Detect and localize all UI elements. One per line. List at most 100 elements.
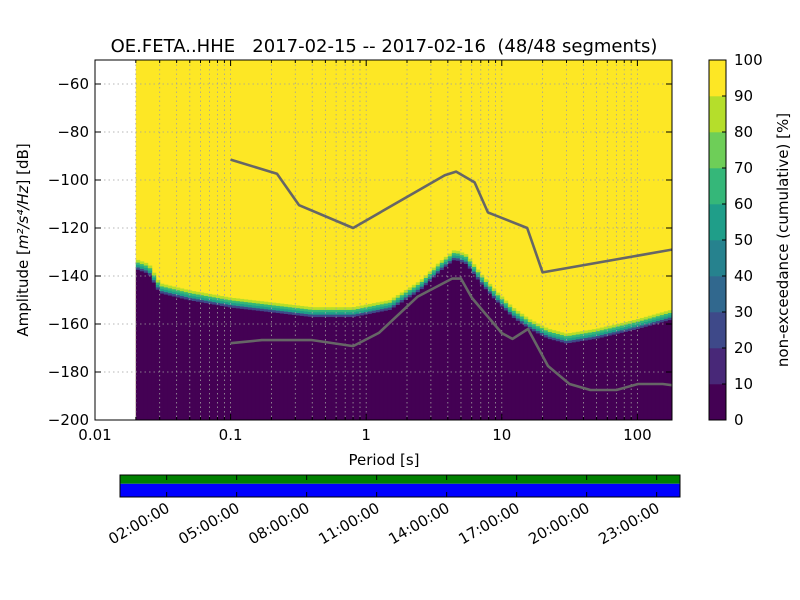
- heatmap-transition-cell: [451, 250, 457, 254]
- heatmap-transition-cell: [231, 302, 237, 306]
- heatmap-transition-cell: [251, 305, 257, 308]
- heatmap-transition-cell: [659, 314, 665, 318]
- heatmap-transition-cell: [479, 281, 485, 285]
- heatmap-transition-cell: [447, 253, 453, 257]
- heatmap-transition-cell: [303, 306, 309, 310]
- heatmap-column: [447, 263, 453, 420]
- timeline-band-coverage: [120, 475, 680, 484]
- heatmap-transition-cell: [563, 333, 569, 337]
- heatmap-transition-cell: [527, 319, 533, 323]
- heatmap-column: [511, 317, 517, 420]
- heatmap-column: [515, 320, 521, 420]
- heatmap-column: [643, 326, 649, 420]
- heatmap-transition-cell: [183, 294, 189, 297]
- heatmap-transition-cell: [659, 317, 665, 320]
- heatmap-transition-cell: [315, 314, 321, 318]
- heatmap-transition-cell: [175, 287, 181, 291]
- heatmap-transition-cell: [403, 294, 409, 298]
- heatmap-column: [567, 342, 573, 420]
- heatmap-transition-cell: [431, 267, 437, 271]
- heatmap-column: [491, 297, 497, 420]
- heatmap-column: [503, 310, 509, 420]
- heatmap-transition-cell: [251, 307, 257, 311]
- heatmap-column: [663, 320, 669, 420]
- heatmap-column: [603, 336, 609, 420]
- heatmap-transition-cell: [375, 302, 381, 306]
- heatmap-transition-cell: [135, 264, 141, 268]
- heatmap-transition-cell: [231, 297, 237, 301]
- heatmap-column: [463, 263, 469, 420]
- heatmap-transition-cell: [619, 327, 625, 331]
- heatmap-transition-cell: [291, 307, 297, 311]
- heatmap-column: [331, 316, 337, 420]
- colorbar-tick-label: 10: [734, 375, 753, 393]
- heatmap-column: [259, 310, 265, 420]
- heatmap-transition-cell: [471, 268, 477, 272]
- heatmap-column: [155, 289, 161, 420]
- heatmap-transition-cell: [359, 305, 365, 309]
- y-axis-label-unit: m²/s⁴/Hz: [14, 184, 32, 249]
- heatmap-transition-cell: [223, 299, 229, 302]
- heatmap-transition-cell: [587, 337, 593, 340]
- heatmap-transition-cell: [163, 284, 169, 288]
- heatmap-transition-cell: [599, 329, 605, 333]
- heatmap-transition-cell: [315, 312, 321, 315]
- heatmap-transition-cell: [407, 294, 413, 298]
- heatmap-transition-cell: [155, 284, 161, 288]
- heatmap-transition-cell: [303, 308, 309, 312]
- heatmap-transition-cell: [387, 302, 393, 306]
- heatmap-transition-cell: [623, 321, 629, 325]
- heatmap-transition-cell: [339, 307, 345, 310]
- heatmap-transition-cell: [415, 287, 421, 290]
- heatmap-transition-cell: [239, 298, 245, 302]
- heatmap-transition-cell: [451, 257, 457, 261]
- heatmap-transition-cell: [575, 334, 581, 337]
- heatmap-transition-cell: [307, 311, 313, 315]
- heatmap-transition-cell: [187, 295, 193, 298]
- heatmap-transition-cell: [235, 300, 241, 304]
- heatmap-transition-cell: [631, 322, 637, 326]
- ppsd-plot-area: 0.01 0.1 1 10 100 −60 −80 −100 −120 −140 −160 −180…: [48, 59, 673, 444]
- heatmap-transition-cell: [551, 335, 557, 338]
- heatmap-transition-cell: [483, 286, 489, 290]
- heatmap-transition-cell: [247, 299, 253, 303]
- heatmap-transition-cell: [539, 332, 545, 336]
- heatmap-column: [367, 313, 373, 420]
- heatmap-column: [207, 303, 213, 420]
- heatmap-column: [215, 304, 221, 420]
- heatmap-transition-cell: [603, 331, 609, 335]
- heatmap-transition-cell: [539, 327, 545, 331]
- heatmap-transition-cell: [535, 328, 541, 331]
- heatmap-column: [183, 299, 189, 420]
- heatmap-transition-cell: [363, 304, 369, 308]
- heatmap-transition-cell: [651, 317, 657, 320]
- heatmap-transition-cell: [411, 289, 417, 293]
- heatmap-column: [419, 288, 425, 420]
- heatmap-transition-cell: [651, 319, 657, 323]
- heatmap-column: [147, 275, 153, 420]
- heatmap-transition-cell: [351, 307, 357, 310]
- heatmap-transition-cell: [507, 304, 513, 308]
- heatmap-transition-cell: [455, 255, 461, 259]
- heatmap-transition-cell: [643, 321, 649, 325]
- heatmap-transition-cell: [171, 291, 177, 295]
- heatmap-transition-cell: [483, 284, 489, 287]
- heatmap-column: [323, 316, 329, 420]
- heatmap-transition-cell: [571, 339, 577, 343]
- data-coverage-timeline: 02:00:00 05:00:00 08:00:00 11:00:00 14:00:00…: [105, 474, 681, 548]
- timeline-band-segments: [120, 483, 680, 497]
- colorbar-tick-label: 40: [734, 267, 753, 285]
- heatmap-transition-cell: [191, 291, 197, 294]
- heatmap-column: [487, 293, 493, 420]
- heatmap-transition-cell: [347, 309, 353, 313]
- heatmap-transition-cell: [623, 329, 629, 332]
- heatmap-transition-cell: [583, 335, 589, 339]
- heatmap-column: [307, 316, 313, 420]
- heatmap-transition-cell: [351, 314, 357, 317]
- heatmap-transition-cell: [255, 303, 261, 306]
- heatmap-transition-cell: [663, 313, 669, 317]
- colorbar-block: [709, 132, 726, 169]
- heatmap-transition-cell: [523, 319, 529, 322]
- heatmap-column: [283, 313, 289, 420]
- timeline-tick-label: 14:00:00: [385, 499, 452, 548]
